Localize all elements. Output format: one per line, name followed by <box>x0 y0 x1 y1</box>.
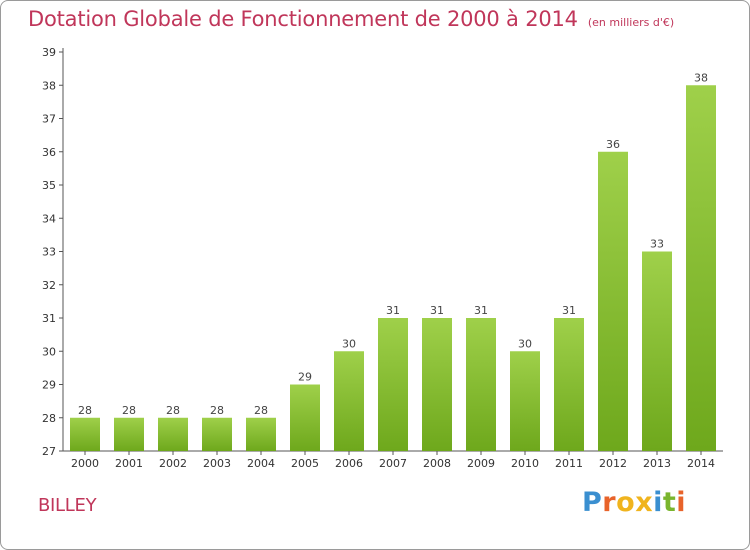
logo-letter: i <box>676 487 687 518</box>
y-tick-label: 38 <box>42 79 56 92</box>
data-label: 31 <box>386 304 400 317</box>
data-label: 30 <box>342 337 356 350</box>
y-tick-label: 33 <box>42 246 56 259</box>
logo-letter: o <box>616 487 636 518</box>
data-label: 36 <box>606 138 620 151</box>
bar-2014 <box>686 85 716 451</box>
bar-2005 <box>290 384 320 451</box>
x-tick-label: 2011 <box>555 457 583 470</box>
x-tick-label: 2001 <box>115 457 143 470</box>
bars <box>70 85 716 451</box>
logo-letter: i <box>653 487 663 518</box>
logo-letter: t <box>662 487 677 518</box>
y-tick-label: 32 <box>42 279 56 292</box>
data-label: 28 <box>78 404 92 417</box>
bar-2006 <box>334 351 364 451</box>
data-label: 28 <box>122 404 136 417</box>
x-tick-label: 2007 <box>379 457 407 470</box>
data-label: 31 <box>430 304 444 317</box>
bar-2009 <box>466 318 496 451</box>
x-tick-label: 2012 <box>599 457 627 470</box>
y-tick-label: 35 <box>42 179 56 192</box>
logo-letter: x <box>635 487 654 518</box>
x-tick-label: 2002 <box>159 457 187 470</box>
y-tick-label: 36 <box>42 146 56 159</box>
data-label: 28 <box>166 404 180 417</box>
y-tick-label: 30 <box>42 345 56 358</box>
bar-2000 <box>70 417 100 451</box>
y-tick-label: 34 <box>42 212 56 225</box>
data-label: 33 <box>650 238 664 251</box>
x-tick-label: 2008 <box>423 457 451 470</box>
chart-subtitle: (en milliers d'€) <box>587 16 675 29</box>
data-label: 28 <box>254 404 268 417</box>
y-tick-label: 39 <box>42 46 56 59</box>
y-tick-label: 31 <box>42 312 56 325</box>
y-tick-label: 28 <box>42 412 56 425</box>
bar-2012 <box>598 151 628 451</box>
x-tick-label: 2010 <box>511 457 539 470</box>
bar-2001 <box>114 417 144 451</box>
data-label: 38 <box>694 71 708 84</box>
data-label: 28 <box>210 404 224 417</box>
x-tick-label: 2004 <box>247 457 275 470</box>
chart-title-block: Dotation Globale de Fonctionnement de 20… <box>28 7 674 31</box>
logo-letter: P <box>582 487 603 518</box>
x-tick-label: 2005 <box>291 457 319 470</box>
data-label: 31 <box>474 304 488 317</box>
data-label: 29 <box>298 371 312 384</box>
y-tick-label: 37 <box>42 113 56 126</box>
x-tick-label: 2006 <box>335 457 363 470</box>
data-label: 31 <box>562 304 576 317</box>
bar-2002 <box>158 417 188 451</box>
proxiti-logo: Proxiti <box>582 487 686 518</box>
bar-2013 <box>642 251 672 451</box>
logo-letter: r <box>602 487 617 518</box>
x-tick-label: 2014 <box>687 457 715 470</box>
data-labels: 2000 28 2001 28 2002 28 2003 28 2004 28 2005 29 2006… <box>71 71 715 470</box>
commune-name: BILLEY <box>38 495 97 516</box>
x-tick-label: 2000 <box>71 457 99 470</box>
x-tick-label: 2009 <box>467 457 495 470</box>
x-tick-label: 2003 <box>203 457 231 470</box>
x-tick-label: 2013 <box>643 457 671 470</box>
bar-2007 <box>378 318 408 451</box>
bar-2008 <box>422 318 452 451</box>
bar-2003 <box>202 417 232 451</box>
chart-title: Dotation Globale de Fonctionnement de 20… <box>28 7 578 31</box>
bar-2011 <box>554 318 584 451</box>
data-label: 30 <box>518 337 532 350</box>
y-tick-label: 29 <box>42 379 56 392</box>
bar-2010 <box>510 351 540 451</box>
bar-2004 <box>246 417 276 451</box>
y-tick-label: 27 <box>42 445 56 458</box>
